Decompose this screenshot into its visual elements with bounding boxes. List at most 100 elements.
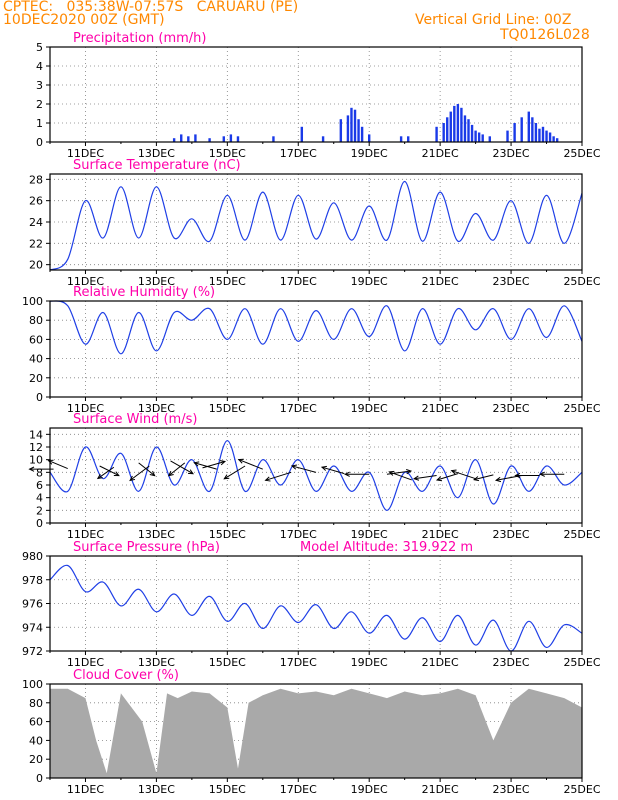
x-tick-label: 25DEC [563, 147, 600, 160]
panel-frame [49, 683, 583, 779]
precip-bar [552, 136, 555, 142]
panel-title: Surface Pressure (hPa) [73, 540, 220, 555]
x-tick-label: 25DEC [563, 402, 600, 415]
y-tick-label: 22 [29, 237, 43, 250]
x-tick-label: 15DEC [209, 528, 246, 541]
wind-vector [321, 466, 345, 475]
x-tick-label: 21DEC [422, 528, 459, 541]
panel-title: Surface Temperature (nC) [73, 158, 241, 173]
y-tick-label: 2 [36, 504, 43, 517]
precip-bar [346, 115, 350, 142]
precip-bar [527, 111, 530, 142]
wind-vector [202, 461, 226, 469]
precip-bar [520, 117, 523, 142]
x-tick-label: 21DEC [422, 656, 459, 669]
x-tick-label: 17DEC [280, 656, 317, 669]
wind-vector [238, 459, 263, 470]
precip-bar [435, 126, 438, 142]
precip-bar [222, 136, 225, 142]
y-tick-label: 974 [22, 621, 43, 634]
y-tick-label: 60 [29, 716, 43, 729]
y-tick-label: 4 [36, 492, 43, 505]
panel-5 [46, 683, 583, 782]
x-tick-label: 11DEC [67, 275, 104, 288]
x-tick-label: 15DEC [209, 402, 246, 415]
panel-0 [46, 46, 583, 146]
precip-bar [357, 119, 360, 142]
precip-bar [172, 138, 176, 142]
wind-arrowhead [113, 471, 120, 477]
x-tick-label: 15DEC [209, 656, 246, 669]
wind-arrowhead [388, 470, 395, 476]
precip-bar [407, 136, 410, 142]
precip-bar [321, 136, 325, 142]
panel-title: Relative Humidity (%) [73, 285, 215, 300]
y-tick-label: 40 [29, 353, 43, 366]
precip-bar [513, 123, 516, 142]
cloud-cover-area [50, 688, 582, 778]
wind-arrowhead [193, 461, 200, 467]
x-tick-label: 13DEC [138, 147, 175, 160]
header-station-line: CPTEC: 035:38W-07:57S CARUARU (PE) [3, 0, 299, 15]
wind-vector [224, 465, 246, 480]
x-tick-label: 19DEC [351, 402, 388, 415]
x-tick-label: 23DEC [493, 656, 530, 669]
precip-bar [180, 134, 183, 142]
y-tick-label: 28 [29, 173, 43, 186]
wind-arrowhead [167, 470, 174, 477]
x-tick-label: 17DEC [280, 783, 317, 796]
x-tick-label: 13DEC [138, 528, 175, 541]
wind-vector [389, 471, 412, 481]
x-tick-label: 23DEC [493, 528, 530, 541]
wind-vector [48, 460, 68, 469]
precip-bar [538, 128, 541, 142]
x-tick-label: 13DEC [138, 275, 175, 288]
x-tick-label: 21DEC [422, 402, 459, 415]
x-tick-label: 13DEC [138, 402, 175, 415]
precip-bar [555, 138, 559, 142]
x-tick-label: 19DEC [351, 528, 388, 541]
x-tick-label: 13DEC [138, 656, 175, 669]
x-tick-label: 21DEC [422, 783, 459, 796]
precip-bar [506, 130, 509, 142]
panel-title: Precipitation (mm/h) [73, 31, 206, 46]
precip-bar [481, 134, 484, 142]
x-tick-label: 13DEC [138, 783, 175, 796]
panel-title: Surface Wind (m/s) [73, 412, 197, 427]
panel-frame [49, 300, 583, 398]
x-tick-label: 19DEC [351, 275, 388, 288]
precip-bar [399, 136, 403, 142]
y-tick-label: 20 [29, 259, 43, 272]
x-tick-label: 11DEC [67, 528, 104, 541]
panel-2 [46, 300, 583, 401]
precip-bar [545, 130, 548, 142]
precip-bar [477, 132, 481, 142]
precip-bar [194, 134, 197, 142]
x-tick-label: 21DEC [422, 147, 459, 160]
wind-arrowhead [290, 464, 298, 470]
precip-bar [467, 119, 470, 142]
y-tick-label: 8 [36, 466, 43, 479]
x-tick-label: 19DEC [351, 783, 388, 796]
precip-bar [446, 117, 449, 142]
precip-bar [453, 105, 456, 142]
panel-3 [28, 427, 583, 527]
header-init-time: 10DEC2020 00Z (GMT) [3, 12, 165, 28]
y-tick-label: 100 [22, 678, 43, 691]
precip-bar [534, 123, 538, 142]
y-tick-label: 80 [29, 697, 43, 710]
x-tick-label: 17DEC [280, 275, 317, 288]
precip-bar [531, 117, 534, 142]
precip-bar [548, 132, 552, 142]
precip-bar [463, 115, 467, 142]
wind-vector [97, 466, 115, 479]
panel-title: Cloud Cover (%) [73, 668, 179, 683]
wind-arrowhead [406, 468, 413, 475]
x-tick-label: 15DEC [209, 783, 246, 796]
y-tick-label: 976 [22, 598, 43, 611]
x-tick-label: 11DEC [67, 402, 104, 415]
x-tick-label: 17DEC [280, 147, 317, 160]
y-tick-label: 0 [36, 136, 43, 149]
wind-arrowhead [320, 465, 327, 471]
